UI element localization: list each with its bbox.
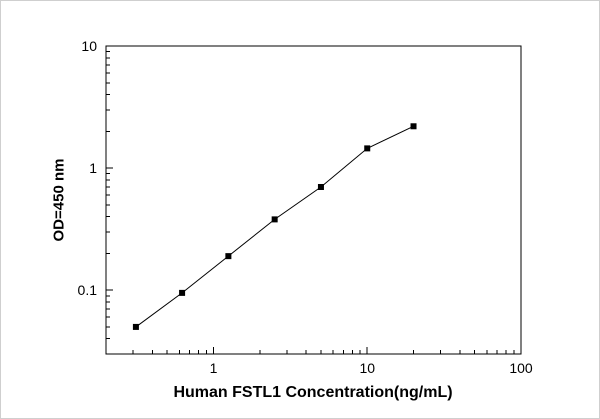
x-tick-label: 10 (359, 360, 375, 376)
data-point-marker (317, 183, 324, 190)
data-point-marker (364, 145, 371, 152)
y-tick-label: 0.1 (78, 282, 98, 298)
x-axis-label: Human FSTL1 Concentration(ng/mL) (173, 384, 453, 401)
data-point-marker (410, 123, 417, 130)
y-tick-label: 10 (81, 38, 97, 54)
data-point-marker (179, 289, 186, 296)
x-tick-label: 100 (509, 360, 533, 376)
x-tick-label: 1 (210, 360, 218, 376)
y-axis-label: OD=450 nm (50, 158, 68, 242)
data-point-marker (132, 323, 139, 330)
data-point-marker (271, 216, 278, 223)
y-tick-label: 1 (89, 160, 97, 176)
data-point-marker (225, 253, 232, 260)
